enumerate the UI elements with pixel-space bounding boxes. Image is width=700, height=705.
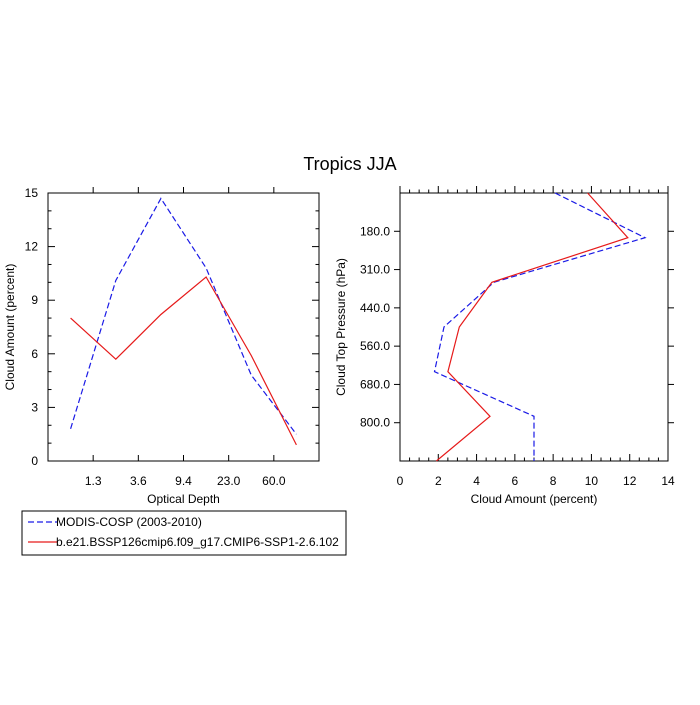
right-y-axis-label: Cloud Top Pressure (hPa) (334, 258, 348, 396)
right-y-tick-label: 180.0 (360, 224, 390, 238)
left-axis-ticks: 1.3 3.6 9.4 23.0 60.0 0 3 6 9 12 15 (25, 186, 319, 488)
left-y-tick-label: 9 (31, 293, 38, 307)
right-y-tick-label: 560.0 (360, 339, 390, 353)
right-y-tick-label: 800.0 (360, 416, 390, 430)
right-axis-ticks: 0 2 4 6 8 10 12 14 180.0 310.0 440.0 560.0 680.0 800.… (360, 186, 675, 488)
left-series-modis-line (70, 197, 297, 435)
left-x-tick-label: 3.6 (130, 474, 147, 488)
right-x-tick-label: 6 (512, 474, 519, 488)
legend-box (21, 510, 347, 556)
right-x-axis-label: Cloud Amount (percent) (471, 492, 598, 506)
left-series-lines (70, 197, 297, 446)
right-x-tick-label: 8 (550, 474, 557, 488)
right-y-tick-label: 680.0 (360, 377, 390, 391)
left-x-tick-label: 1.3 (85, 474, 102, 488)
left-x-tick-label: 9.4 (175, 474, 192, 488)
left-y-tick-label: 3 (31, 400, 38, 414)
right-x-tick-label: 0 (397, 474, 404, 488)
right-series-model-line (436, 192, 629, 462)
left-x-tick-label: 60.0 (262, 474, 286, 488)
right-y-tick-label: 440.0 (360, 301, 390, 315)
right-x-tick-label: 2 (435, 474, 442, 488)
right-x-tick-label: 14 (661, 474, 675, 488)
right-x-tick-label: 12 (623, 474, 637, 488)
right-series-lines (433, 192, 647, 462)
legend-label-model: b.e21.BSSP126cmip6.f09_g17.CMIP6-SSP1-2.… (56, 535, 339, 549)
figure-title: Tropics JJA (303, 154, 396, 174)
right-series-modis-line (433, 192, 647, 461)
left-y-tick-label: 6 (31, 347, 38, 361)
right-x-tick-label: 4 (473, 474, 480, 488)
left-x-tick-label: 23.0 (217, 474, 241, 488)
left-y-axis-label: Cloud Amount (percent) (3, 264, 17, 391)
left-x-axis-label: Optical Depth (147, 492, 220, 506)
right-plot-frame (399, 192, 669, 462)
left-y-tick-label: 12 (25, 240, 39, 254)
right-x-tick-label: 10 (585, 474, 599, 488)
right-panel-cloud-top-pressure: 0 2 4 6 8 10 12 14 180.0 310.0 440.0 560.0 680.0 800.… (334, 186, 675, 506)
left-y-tick-label: 0 (31, 454, 38, 468)
left-y-tick-label: 15 (25, 186, 39, 200)
left-series-model-line (70, 276, 297, 446)
legend-label-modis: MODIS-COSP (2003-2010) (56, 515, 202, 529)
legend: MODIS-COSP (2003-2010) b.e21.BSSP126cmip… (21, 510, 347, 556)
right-y-tick-label: 310.0 (360, 263, 390, 277)
